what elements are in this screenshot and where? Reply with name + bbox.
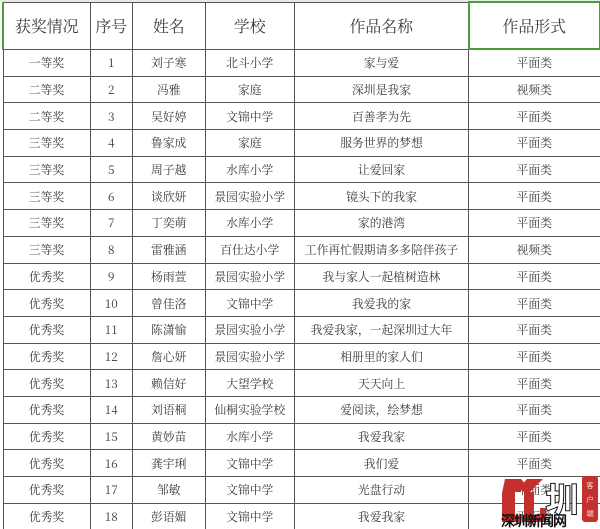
svg-text:客: 客 (586, 480, 594, 490)
svg-text:户: 户 (586, 494, 594, 504)
svg-text:端: 端 (586, 508, 594, 518)
